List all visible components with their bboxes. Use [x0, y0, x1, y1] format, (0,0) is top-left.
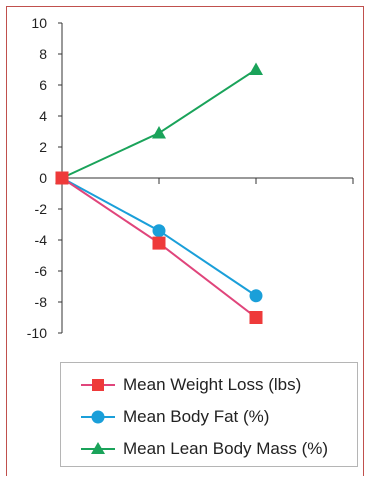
series-lines [61, 68, 257, 319]
legend-item-lean-body-mass: Mean Lean Body Mass (%) [81, 439, 328, 459]
data-point-square [249, 311, 263, 324]
data-point-triangle [152, 126, 166, 139]
data-point-square [55, 171, 69, 185]
y-tick-label: -8 [35, 294, 48, 310]
legend-label-weight-loss: Mean Weight Loss (lbs) [123, 375, 302, 394]
legend-marker-square [81, 379, 115, 391]
y-tick-label: 4 [39, 108, 47, 124]
y-tick-label: 2 [39, 139, 47, 155]
data-point-triangle [249, 62, 263, 75]
y-tick-labels: 10 8 6 4 2 0 -2 -4 -6 -8 -10 [27, 15, 47, 341]
legend-marker-triangle [81, 442, 115, 454]
data-point-circle [152, 224, 166, 238]
legend-item-body-fat: Mean Body Fat (%) [81, 407, 269, 427]
y-tick-label: -2 [35, 201, 48, 217]
series-markers [55, 62, 263, 324]
data-point-circle [249, 289, 263, 303]
line-chart: 10 8 6 4 2 0 -2 -4 -6 -8 -10 [27, 15, 354, 341]
data-point-square [152, 236, 166, 250]
series-line-2 [61, 68, 257, 179]
y-tick-label: 6 [39, 77, 47, 93]
legend-label-lean-body-mass: Mean Lean Body Mass (%) [123, 439, 329, 458]
chart-legend: Mean Weight Loss (lbs) Mean Body Fat (%)… [60, 362, 358, 467]
y-tick-label: -6 [35, 263, 48, 279]
y-tick-label: -10 [27, 325, 47, 341]
legend-label-body-fat: Mean Body Fat (%) [123, 407, 270, 426]
chart-axes [58, 22, 354, 334]
y-tick-label: 8 [39, 46, 47, 62]
y-tick-label: -4 [35, 232, 48, 248]
y-tick-label: 10 [31, 15, 47, 31]
y-tick-label: 0 [39, 170, 47, 186]
legend-item-weight-loss: Mean Weight Loss (lbs) [81, 375, 301, 395]
legend-marker-circle [81, 410, 115, 424]
